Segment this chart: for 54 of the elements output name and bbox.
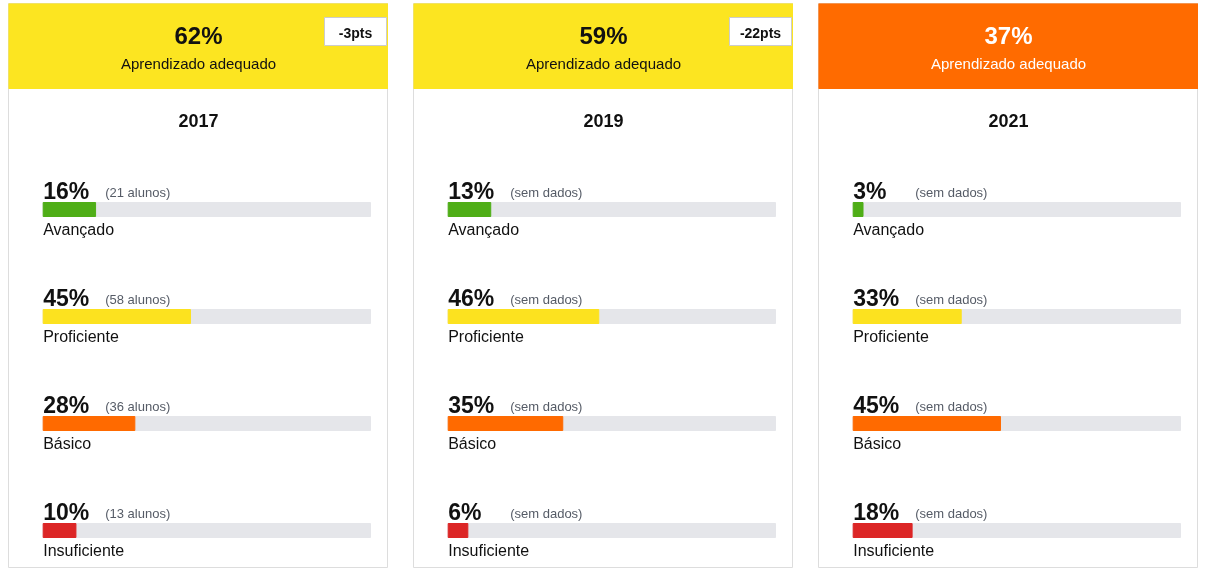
annotation: (sem dados) (915, 185, 988, 200)
chart-title: 2021 (988, 111, 1029, 131)
annotation: (36 alunos) (105, 399, 171, 414)
bar (447, 523, 469, 538)
data-label: 33% (853, 284, 900, 311)
annotation: (13 alunos) (105, 506, 171, 521)
annotation: (sem dados) (510, 506, 583, 521)
y-tick-label: Insuficiente (43, 542, 125, 559)
data-label: 45% (43, 284, 90, 311)
text: 62% (174, 22, 223, 49)
y-tick-label: Proficiente (853, 328, 929, 345)
data-label: 13% (448, 177, 495, 204)
bar (852, 523, 913, 538)
data-label: 45% (853, 391, 900, 418)
annotation: (sem dados) (915, 399, 988, 414)
y-tick-label: Insuficiente (448, 542, 530, 559)
data-label: 18% (853, 498, 900, 525)
bar (42, 416, 136, 431)
bar (42, 202, 97, 217)
annotation: (58 alunos) (105, 292, 171, 307)
text: 59% (579, 22, 628, 49)
annotation: (sem dados) (915, 506, 988, 521)
bar (852, 202, 864, 217)
text: -3pts (338, 24, 373, 41)
bar (447, 202, 492, 217)
y-tick-label: Básico (448, 435, 497, 452)
bar (42, 523, 77, 538)
chart-title: 2019 (583, 111, 624, 131)
annotation: (sem dados) (510, 292, 583, 307)
text: Aprendizado adequado (120, 55, 277, 72)
data-label: 35% (448, 391, 495, 418)
text: 37% (984, 22, 1033, 49)
y-tick-label: Insuficiente (853, 542, 935, 559)
y-tick-label: Avançado (43, 221, 115, 238)
y-tick-label: Proficiente (43, 328, 119, 345)
text: Aprendizado adequado (525, 55, 682, 72)
y-tick-label: Proficiente (448, 328, 524, 345)
data-label: 28% (43, 391, 90, 418)
data-label: 10% (43, 498, 90, 525)
annotation: (sem dados) (510, 399, 583, 414)
y-tick-label: Avançado (448, 221, 520, 238)
annotation: (sem dados) (915, 292, 988, 307)
chart-title: 2017 (178, 111, 219, 131)
annotation: (sem dados) (510, 185, 583, 200)
y-tick-label: Básico (853, 435, 902, 452)
y-tick-label: Avançado (853, 221, 925, 238)
text: -22pts (739, 24, 782, 41)
data-label: 16% (43, 177, 90, 204)
annotation: (21 alunos) (105, 185, 171, 200)
y-tick-label: Básico (43, 435, 92, 452)
data-label: 46% (448, 284, 495, 311)
data-label: 3% (853, 177, 887, 204)
data-label: 6% (448, 498, 482, 525)
text: Aprendizado adequado (930, 55, 1087, 72)
